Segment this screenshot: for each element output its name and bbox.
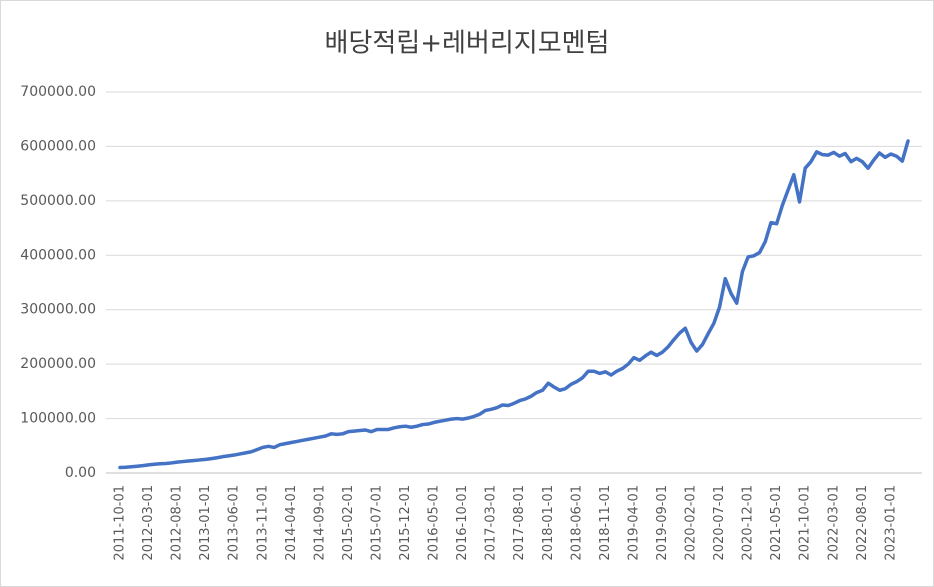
x-tick-label: 2019-09-01 <box>655 485 670 561</box>
y-tick-label: 200000.00 <box>20 356 96 372</box>
x-tick-label: 2015-12-01 <box>398 485 413 561</box>
x-tick-label: 2018-11-01 <box>598 485 613 561</box>
y-tick-label: 300000.00 <box>20 302 96 318</box>
y-tick-label: 600000.00 <box>20 138 96 154</box>
x-tick-label: 2022-03-01 <box>826 485 841 561</box>
y-tick-label: 700000.00 <box>20 84 96 100</box>
x-tick-label: 2011-10-01 <box>113 485 128 561</box>
x-tick-label: 2023-01-01 <box>883 485 898 561</box>
x-tick-label: 2018-01-01 <box>541 485 556 561</box>
y-tick-label: 100000.00 <box>20 411 96 427</box>
x-tick-label: 2020-12-01 <box>741 485 756 561</box>
chart-title: 배당적립+레버리지모멘텀 <box>325 29 610 59</box>
line-series <box>118 139 910 470</box>
x-tick-label: 2017-08-01 <box>512 485 527 561</box>
y-tick-label: 500000.00 <box>20 193 96 209</box>
x-tick-label: 2016-05-01 <box>427 485 442 561</box>
x-tick-label: 2012-08-01 <box>170 485 185 561</box>
y-tick-label: 0.00 <box>65 465 96 481</box>
x-tick-label: 2020-07-01 <box>712 485 727 561</box>
x-tick-label: 2015-02-01 <box>341 485 356 561</box>
x-tick-label: 2020-02-01 <box>684 485 699 561</box>
x-tick-label: 2013-01-01 <box>198 485 213 561</box>
x-tick-label: 2019-04-01 <box>626 485 641 561</box>
x-tick-label: 2021-10-01 <box>798 485 813 561</box>
x-tick-label: 2013-11-01 <box>255 485 270 561</box>
x-tick-label: 2021-05-01 <box>769 485 784 561</box>
x-tick-label: 2022-08-01 <box>855 485 870 561</box>
x-tick-label: 2014-04-01 <box>284 485 299 561</box>
x-tick-label: 2015-07-01 <box>369 485 384 561</box>
x-tick-label: 2013-06-01 <box>227 485 242 561</box>
x-tick-label: 2012-03-01 <box>141 485 156 561</box>
x-tick-label: 2016-10-01 <box>455 485 470 561</box>
x-tick-label: 2014-09-01 <box>312 485 327 561</box>
x-tick-label: 2017-03-01 <box>484 485 499 561</box>
y-tick-label: 400000.00 <box>20 247 96 263</box>
x-tick-label: 2018-06-01 <box>569 485 584 561</box>
